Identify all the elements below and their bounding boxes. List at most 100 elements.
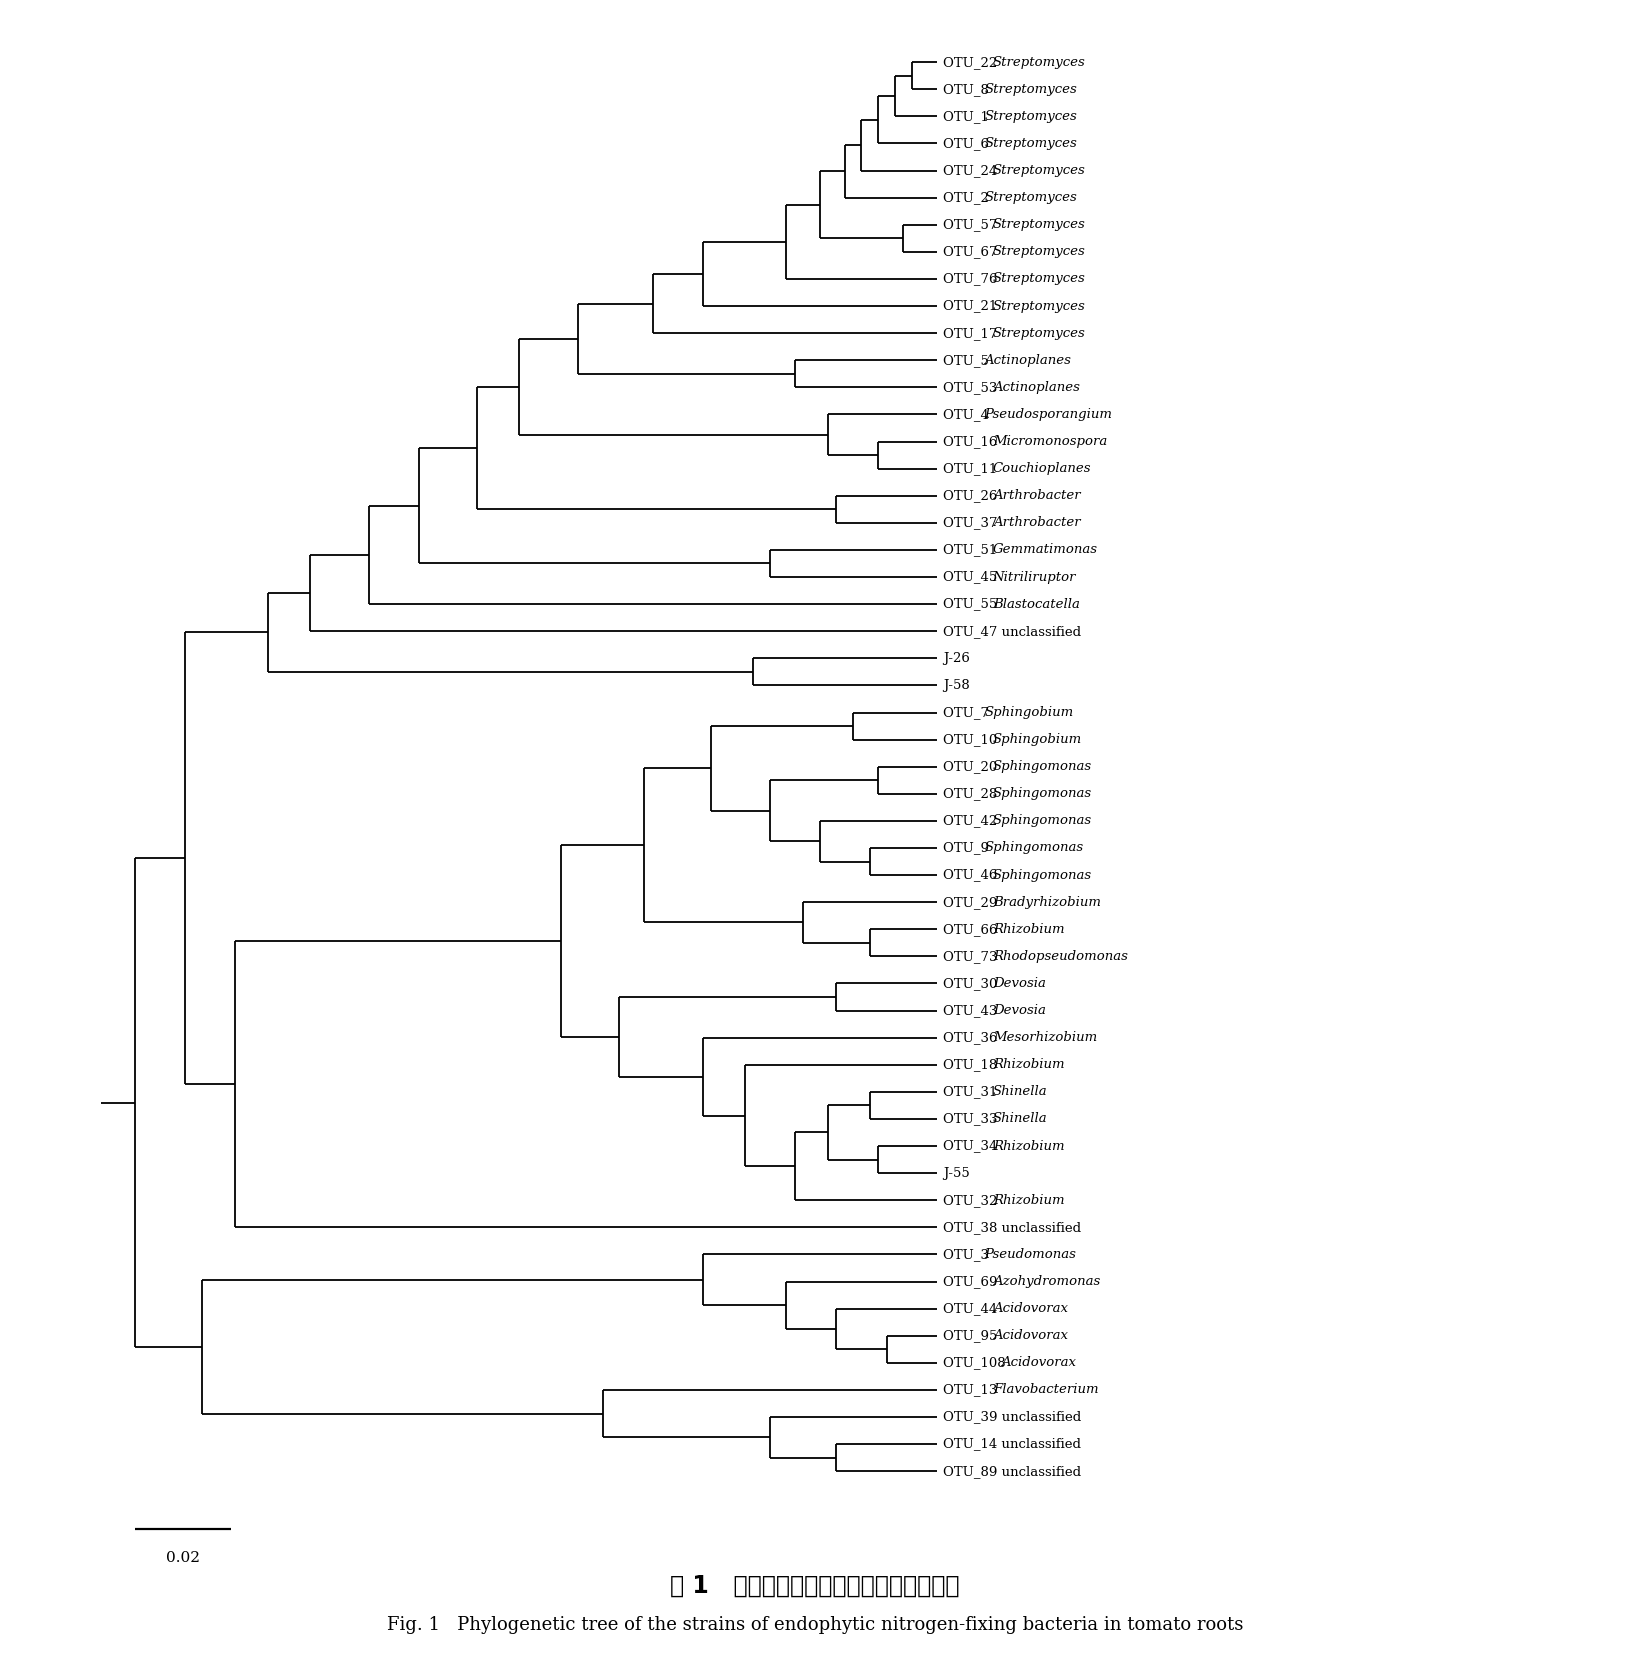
Text: OTU_108: OTU_108 [944,1356,1011,1369]
Text: OTU_47 unclassified: OTU_47 unclassified [944,625,1081,638]
Text: OTU_39 unclassified: OTU_39 unclassified [944,1411,1081,1423]
Text: Micromonospora: Micromonospora [993,435,1107,448]
Text: OTU_13: OTU_13 [944,1383,1002,1396]
Text: Couchioplanes: Couchioplanes [993,461,1090,475]
Text: Streptomyces: Streptomyces [985,83,1077,95]
Text: OTU_6: OTU_6 [944,137,993,150]
Text: OTU_42: OTU_42 [944,815,1001,828]
Text: OTU_18: OTU_18 [944,1058,1001,1071]
Text: Streptomyces: Streptomyces [993,163,1086,177]
Text: Devosia: Devosia [993,976,1046,990]
Text: OTU_34: OTU_34 [944,1140,1002,1153]
Text: OTU_3: OTU_3 [944,1248,993,1261]
Text: OTU_16: OTU_16 [944,435,1002,448]
Text: OTU_32: OTU_32 [944,1195,1002,1206]
Text: OTU_43: OTU_43 [944,1005,1002,1016]
Text: OTU_66: OTU_66 [944,923,1002,936]
Text: OTU_11: OTU_11 [944,461,1001,475]
Text: OTU_57: OTU_57 [944,218,1002,232]
Text: Pseudosporangium: Pseudosporangium [985,408,1112,421]
Text: OTU_73: OTU_73 [944,950,1002,963]
Text: Fig. 1   Phylogenetic tree of the strains of endophytic nitrogen-fixing bacteria: Fig. 1 Phylogenetic tree of the strains … [386,1616,1244,1634]
Text: Sphingomonas: Sphingomonas [993,760,1092,773]
Text: Shinella: Shinella [993,1085,1048,1098]
Text: Streptomyces: Streptomyces [993,245,1086,258]
Text: OTU_53: OTU_53 [944,382,1002,393]
Text: Flavobacterium: Flavobacterium [993,1383,1099,1396]
Text: Streptomyces: Streptomyces [993,327,1086,340]
Text: OTU_1: OTU_1 [944,110,993,123]
Text: OTU_69: OTU_69 [944,1274,1002,1288]
Text: Streptomyces: Streptomyces [985,110,1077,123]
Text: Rhizobium: Rhizobium [993,923,1064,936]
Text: Rhizobium: Rhizobium [993,1140,1064,1153]
Text: Pseudomonas: Pseudomonas [985,1248,1076,1261]
Text: OTU_31: OTU_31 [944,1085,1002,1098]
Text: OTU_89 unclassified: OTU_89 unclassified [944,1464,1081,1478]
Text: Sphingobium: Sphingobium [993,733,1082,746]
Text: Sphingomonas: Sphingomonas [985,841,1084,855]
Text: Streptomyces: Streptomyces [993,218,1086,232]
Text: OTU_37: OTU_37 [944,516,1002,530]
Text: Sphingomonas: Sphingomonas [993,788,1092,800]
Text: Rhodopseudomonas: Rhodopseudomonas [993,950,1128,963]
Text: OTU_20: OTU_20 [944,760,1001,773]
Text: OTU_26: OTU_26 [944,490,1002,501]
Text: OTU_22: OTU_22 [944,55,1001,68]
Text: OTU_4: OTU_4 [944,408,993,421]
Text: Acidovorax: Acidovorax [993,1303,1068,1314]
Text: Mesorhizobium: Mesorhizobium [993,1031,1097,1045]
Text: 图 1   番茄根内生固氮菌菌株的系统发育树: 图 1 番茄根内生固氮菌菌株的系统发育树 [670,1574,960,1598]
Text: OTU_45: OTU_45 [944,570,1001,583]
Text: 0.02: 0.02 [166,1551,200,1564]
Text: Actinoplanes: Actinoplanes [993,382,1079,393]
Text: Nitriliruptor: Nitriliruptor [993,570,1076,583]
Text: Streptomyces: Streptomyces [993,300,1086,313]
Text: Bradyrhizobium: Bradyrhizobium [993,896,1100,908]
Text: Arthrobacter: Arthrobacter [993,516,1081,530]
Text: OTU_10: OTU_10 [944,733,1001,746]
Text: OTU_95: OTU_95 [944,1329,1002,1343]
Text: Acidovorax: Acidovorax [1001,1356,1076,1369]
Text: OTU_7: OTU_7 [944,706,993,720]
Text: Actinoplanes: Actinoplanes [985,353,1071,367]
Text: OTU_28: OTU_28 [944,788,1001,800]
Text: Arthrobacter: Arthrobacter [993,490,1081,501]
Text: OTU_46: OTU_46 [944,868,1002,881]
Text: J-58: J-58 [944,680,970,691]
Text: Streptomyces: Streptomyces [993,55,1086,68]
Text: OTU_14 unclassified: OTU_14 unclassified [944,1438,1081,1451]
Text: Devosia: Devosia [993,1005,1046,1016]
Text: Streptomyces: Streptomyces [985,192,1077,205]
Text: Azohydromonas: Azohydromonas [993,1274,1100,1288]
Text: OTU_36: OTU_36 [944,1031,1002,1045]
Text: OTU_17: OTU_17 [944,327,1002,340]
Text: Acidovorax: Acidovorax [993,1329,1068,1343]
Text: Blastocatella: Blastocatella [993,598,1079,611]
Text: OTU_44: OTU_44 [944,1303,1001,1314]
Text: OTU_38 unclassified: OTU_38 unclassified [944,1221,1081,1235]
Text: OTU_2: OTU_2 [944,192,993,205]
Text: OTU_9: OTU_9 [944,841,993,855]
Text: Rhizobium: Rhizobium [993,1195,1064,1206]
Text: OTU_30: OTU_30 [944,976,1002,990]
Text: OTU_8: OTU_8 [944,83,993,95]
Text: Streptomyces: Streptomyces [985,137,1077,150]
Text: Sphingomonas: Sphingomonas [993,868,1092,881]
Text: OTU_76: OTU_76 [944,273,1002,285]
Text: Sphingobium: Sphingobium [985,706,1074,720]
Text: Gemmatimonas: Gemmatimonas [993,543,1097,556]
Text: J-55: J-55 [944,1166,970,1180]
Text: OTU_21: OTU_21 [944,300,1001,313]
Text: OTU_29: OTU_29 [944,896,1002,908]
Text: OTU_51: OTU_51 [944,543,1001,556]
Text: Shinella: Shinella [993,1113,1048,1126]
Text: OTU_24: OTU_24 [944,163,1001,177]
Text: Streptomyces: Streptomyces [993,273,1086,285]
Text: J-26: J-26 [944,651,970,665]
Text: Rhizobium: Rhizobium [993,1058,1064,1071]
Text: Sphingomonas: Sphingomonas [993,815,1092,828]
Text: OTU_55: OTU_55 [944,598,1001,611]
Text: OTU_33: OTU_33 [944,1113,1002,1126]
Text: OTU_67: OTU_67 [944,245,1002,258]
